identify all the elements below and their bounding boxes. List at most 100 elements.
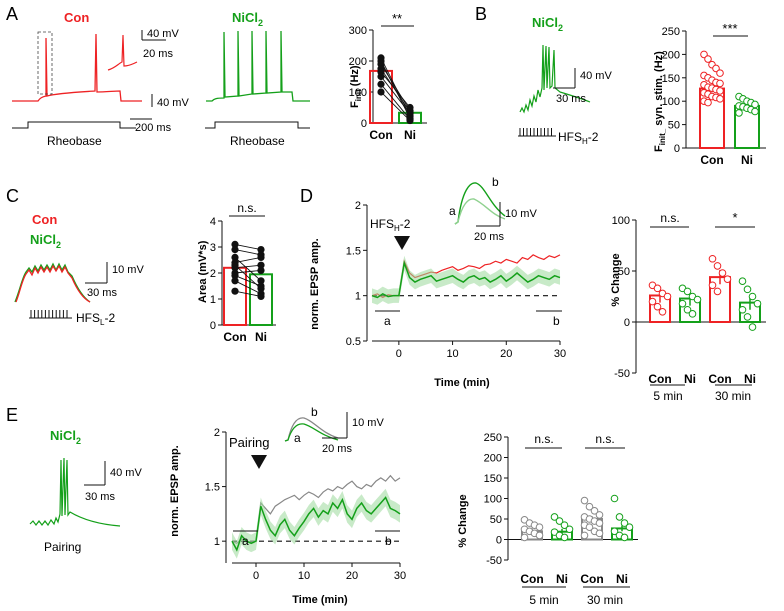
panel-a-rheobase-ni: Rheobase xyxy=(230,134,285,148)
panel-c-trace-ni xyxy=(14,262,91,303)
panel-e-pairing-label: Pairing xyxy=(229,435,269,450)
a-chart-paired-line xyxy=(380,91,411,121)
panel-b-ni-label: NiCl2 xyxy=(532,15,563,33)
panel-c-stim-label: HFSL-2 xyxy=(76,311,115,327)
panel-e-pairing-caption: Pairing xyxy=(44,540,81,554)
panel-d-group-30: 30 min xyxy=(715,389,751,403)
d-pct-point xyxy=(718,269,727,277)
b-chart-point xyxy=(751,107,759,116)
e-pct-point xyxy=(565,525,574,534)
panel-e-sig-5: n.s. xyxy=(534,432,553,446)
c-chart-y-tick-label: 2 xyxy=(210,268,216,280)
d-time-y-tick-label: 2 xyxy=(355,200,361,212)
a-chart-y-tick-label: 0 xyxy=(361,118,367,130)
e-pct-point xyxy=(535,523,544,532)
panel-d-stim-arrow-icon xyxy=(394,236,410,250)
a-chart-paired-line xyxy=(380,63,411,111)
d-time-x-tick-label: 20 xyxy=(500,348,512,360)
c-chart-point-ni xyxy=(257,246,265,254)
b-chart-point xyxy=(716,95,724,103)
panel-d-percent-chart: -50 0 50 100 Con Ni Con Ni xyxy=(612,215,766,386)
panel-a-zoom-scalebar xyxy=(141,30,166,41)
panel-b-stim-label: HFSH-2 xyxy=(558,130,599,146)
c-chart-point-con xyxy=(231,246,239,254)
panel-e-scale-30ms: 30 ms xyxy=(85,491,115,503)
panel-e-inset-a: a xyxy=(294,431,301,445)
c-chart-point-ni xyxy=(257,277,265,285)
c-chart-point-con xyxy=(231,264,239,272)
panel-a-sig: ** xyxy=(392,11,402,26)
e-pct-point xyxy=(550,513,559,521)
panel-a-scale-20ms: 20 ms xyxy=(143,48,173,60)
e-pct-point xyxy=(590,507,599,515)
e-pct-point xyxy=(620,519,629,527)
panel-a-ylabel: Finit (Hz) xyxy=(349,65,363,108)
a-chart-x-tick-label: Ni xyxy=(404,128,416,142)
e-time-x-tick-label: 20 xyxy=(346,570,358,582)
d-pct-x-tick-label: Con xyxy=(708,372,731,386)
panel-c-trace-con xyxy=(15,264,91,303)
c-chart-point-ni xyxy=(257,261,265,269)
c-chart-point-ni xyxy=(257,266,265,274)
a-chart-y-tick-label: 300 xyxy=(349,25,367,37)
c-chart-paired-line xyxy=(234,264,262,269)
d-pct-point xyxy=(653,284,662,293)
panel-d-timecourse: 0.511.520 10 20 30 xyxy=(346,200,566,360)
c-chart-paired-line xyxy=(234,280,262,295)
c-chart-y-tick-label: 4 xyxy=(210,216,216,228)
e-pct-point xyxy=(560,533,569,542)
c-chart-y-tick-label: 1 xyxy=(210,294,216,306)
panel-d-letter: D xyxy=(300,186,313,206)
e-pct-point xyxy=(580,496,589,505)
b-chart-point xyxy=(704,55,712,63)
panel-a-rheobase-steps xyxy=(12,121,310,129)
b-chart-y-tick-label: 250 xyxy=(662,26,680,38)
panel-e-ni-label: NiCl2 xyxy=(50,428,81,446)
e-time-x-tick-label: 30 xyxy=(394,570,406,582)
panel-b-scalebar xyxy=(553,68,576,89)
panel-e-scalebar xyxy=(84,461,106,486)
panel-b-sig: *** xyxy=(722,21,737,36)
d-pct-point xyxy=(753,299,762,308)
d-pct-point xyxy=(708,281,717,290)
d-pct-point xyxy=(648,297,657,306)
b-chart-y-tick-label: 50 xyxy=(668,120,680,132)
a-chart-point-ni xyxy=(406,116,414,125)
panel-c-letter: C xyxy=(6,186,19,206)
e-pct-y-tick-label: 150 xyxy=(484,473,502,485)
panel-c-stim-ticks xyxy=(29,310,72,319)
e-time-x-tick-label: 0 xyxy=(253,570,259,582)
e-pct-y-tick-label: -50 xyxy=(486,555,502,567)
panel-e-scale-10mv: 10 mV xyxy=(352,417,384,429)
e-pct-x-tick-label: Ni xyxy=(616,572,628,586)
a-chart-paired-line xyxy=(380,76,411,114)
panel-b-scale-40mv: 40 mV xyxy=(580,70,612,82)
b-chart-y-tick-label: 100 xyxy=(662,96,680,108)
panel-e-percent-chart: -50 0 50 100 150 200 250 Con Ni Con Ni xyxy=(484,432,638,586)
panel-c-scale-30ms: 30 ms xyxy=(87,287,117,299)
d-pct-point xyxy=(723,275,732,283)
b-chart-point xyxy=(716,87,724,95)
d-pct-point xyxy=(678,299,687,308)
b-chart-y-tick-label: 0 xyxy=(674,143,680,155)
a-chart-point-ni xyxy=(406,110,414,118)
panel-e-ylabel: norm. EPSP amp. xyxy=(169,445,181,537)
a-chart-point-con xyxy=(377,72,385,81)
d-pct-point xyxy=(748,323,757,331)
b-chart-y-tick-label: 200 xyxy=(662,49,680,61)
panel-b-trace xyxy=(519,44,591,114)
d-pct-point xyxy=(663,292,672,301)
b-chart-point xyxy=(712,64,720,73)
panel-d-inset-trace-con xyxy=(454,182,506,225)
panel-c-ni-label: NiCl2 xyxy=(30,232,61,250)
panel-e-timecourse: 11.520 10 20 30 xyxy=(205,427,406,582)
panel-d-scale-20ms: 20 ms xyxy=(474,231,504,243)
panel-c-con-label: Con xyxy=(32,212,57,227)
c-chart-x-tick-label: Con xyxy=(223,330,246,344)
e-pct-point xyxy=(555,517,564,525)
panel-e-bar-ylabel: % Change xyxy=(457,494,469,547)
e-pct-point xyxy=(615,513,624,521)
panel-d-window-a-label: a xyxy=(384,314,391,328)
panel-b-chart: 0 50 100 150 200 250 Con Ni xyxy=(662,26,766,167)
d-pct-y-tick-label: 0 xyxy=(624,317,630,329)
